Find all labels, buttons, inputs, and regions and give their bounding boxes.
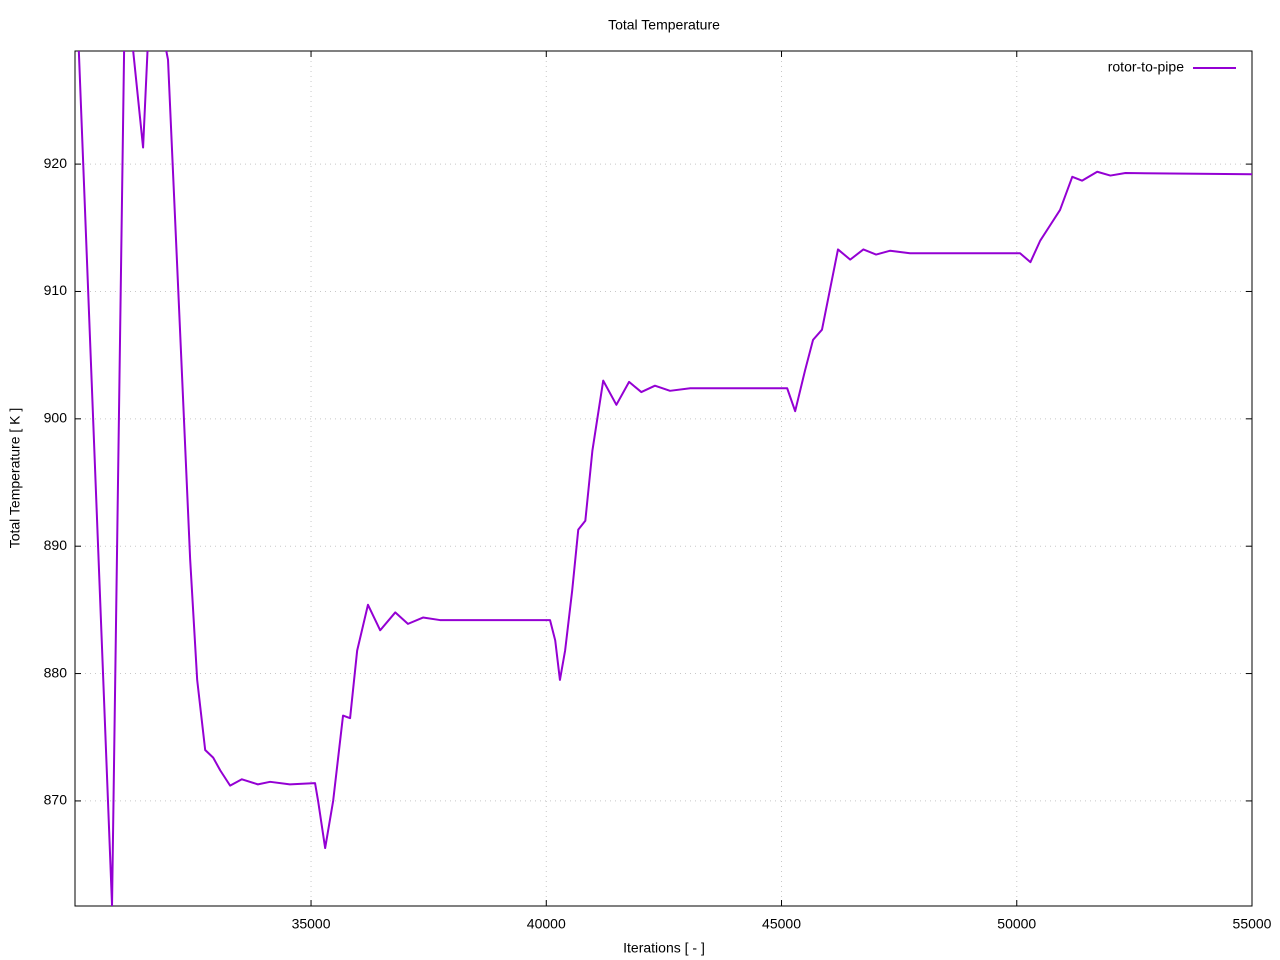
plot-border — [74, 50, 1253, 907]
y-tick-label: 920 — [44, 155, 68, 171]
legend-label: rotor-to-pipe — [1108, 59, 1184, 75]
data-line — [77, 51, 1252, 906]
x-tick-label: 50000 — [997, 916, 1036, 932]
y-axis-label: Total Temperature [ K ] — [7, 408, 23, 549]
x-axis-label: Iterations [ - ] — [623, 940, 705, 956]
y-tick-label: 880 — [44, 664, 68, 680]
x-tick-label: 55000 — [1233, 916, 1272, 932]
y-tick-label: 910 — [44, 282, 68, 298]
y-tick-label: 900 — [44, 410, 68, 426]
chart-title: Total Temperature — [608, 17, 720, 33]
x-tick-label: 45000 — [762, 916, 801, 932]
y-tick-label: 870 — [44, 792, 68, 808]
x-tick-label: 35000 — [292, 916, 331, 932]
y-tick-label: 890 — [44, 537, 68, 553]
x-tick-label: 40000 — [527, 916, 566, 932]
